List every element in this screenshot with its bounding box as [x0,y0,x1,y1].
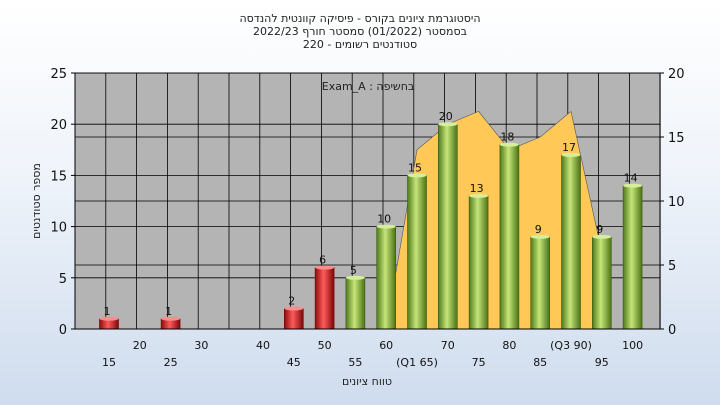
y2-tick-label: 5 [668,259,676,274]
bar-cap [592,234,612,239]
bar [468,195,489,330]
bar [345,277,366,330]
x-tick-label-upper: 80 [502,339,516,352]
bar-value-label: 13 [470,182,484,195]
bar-cap [469,193,489,198]
bar-value-label: 18 [500,131,514,144]
data-labels: 1 1 2 6 5 10 15 20 13 18 9 17 9 14 [104,110,638,318]
bar [561,154,581,330]
bar [283,308,304,330]
x-tick-label-upper: 70 [441,339,455,352]
bar-cap [438,122,458,127]
x-tick-label-lower: 85 [533,356,547,369]
y-tick-label: 0 [59,323,67,338]
x-tick-label-upper: 100 [622,339,643,352]
bar-value-label: 15 [408,161,422,174]
x-tick-label-lower: 95 [595,356,609,369]
bar-value-label: 1 [104,305,111,318]
annotation-label: Exam_A : בחשיפה [322,80,415,93]
bar-cap [161,316,181,321]
x-tick-label-upper: (Q3 90) [550,339,592,352]
bar-value-label: 6 [319,254,326,267]
y-tick-label: 20 [50,118,67,133]
x-tick-label-upper: 50 [318,339,332,352]
bar-value-label: 5 [350,264,357,277]
x-tick-label-upper: 20 [133,339,147,352]
bar-value-label: 2 [288,295,295,308]
bar-value-label: 14 [624,172,638,185]
bar-cap [315,265,335,270]
bar-value-label: 17 [562,141,576,154]
bar-cap [345,275,365,280]
bar [437,123,458,330]
x-tick-label-upper: 60 [379,339,393,352]
x-tick-label-lower: 75 [472,356,486,369]
bar-value-label: 10 [377,213,391,226]
bar-cap [499,142,519,147]
y-tick-label: 25 [50,67,67,82]
bar [376,226,397,330]
y-tick-label: 10 [50,221,67,236]
bar-value-label: 20 [439,110,453,123]
bar-cap [561,152,581,157]
x-tick-label-upper: 40 [256,339,270,352]
bar [499,144,520,330]
bar [314,267,335,330]
bar [530,236,551,330]
x-tick-label-lower: 45 [287,356,301,369]
bar [622,185,643,330]
bar [407,175,427,330]
bar-cap [623,183,643,188]
bar-cap [284,306,304,311]
bar-series [99,122,643,330]
bar-cap [407,173,427,178]
x-tick-label-lower: (Q1 65) [396,356,438,369]
bar-cap [530,234,550,239]
y2-tick-label: 10 [668,195,685,210]
bar-value-label: 9 [535,223,542,236]
x-tick-label-lower: 25 [164,356,178,369]
bar-value-label: 1 [165,305,172,318]
y-tick-label: 15 [50,169,67,184]
chart-title-line-3: סטודנטים רשומים - 220 [303,38,417,51]
y2-tick-label: 0 [668,323,676,338]
bar [591,236,612,330]
y-axis-title: מספר סטודנטים [30,163,43,239]
bar-value-label: 9 [596,223,603,236]
x-axis-title: טווח ציונים [342,375,392,388]
x-tick-label-lower: 55 [348,356,362,369]
y2-tick-label: 20 [668,67,685,82]
chart-title-line-2: בסמסטר (01/2022) סמסטר חורף 2022/23 [253,25,467,38]
chart-title-line-1: היסטוגרמת ציונים בקורס - פיסיקה קוונטית … [239,12,480,25]
x-tick-label-upper: 30 [194,339,208,352]
y-tick-label: 5 [59,272,67,287]
bar-cap [376,224,396,229]
y2-tick-label: 15 [668,131,685,146]
x-tick-label-lower: 15 [102,356,116,369]
bar-cap [99,316,119,321]
